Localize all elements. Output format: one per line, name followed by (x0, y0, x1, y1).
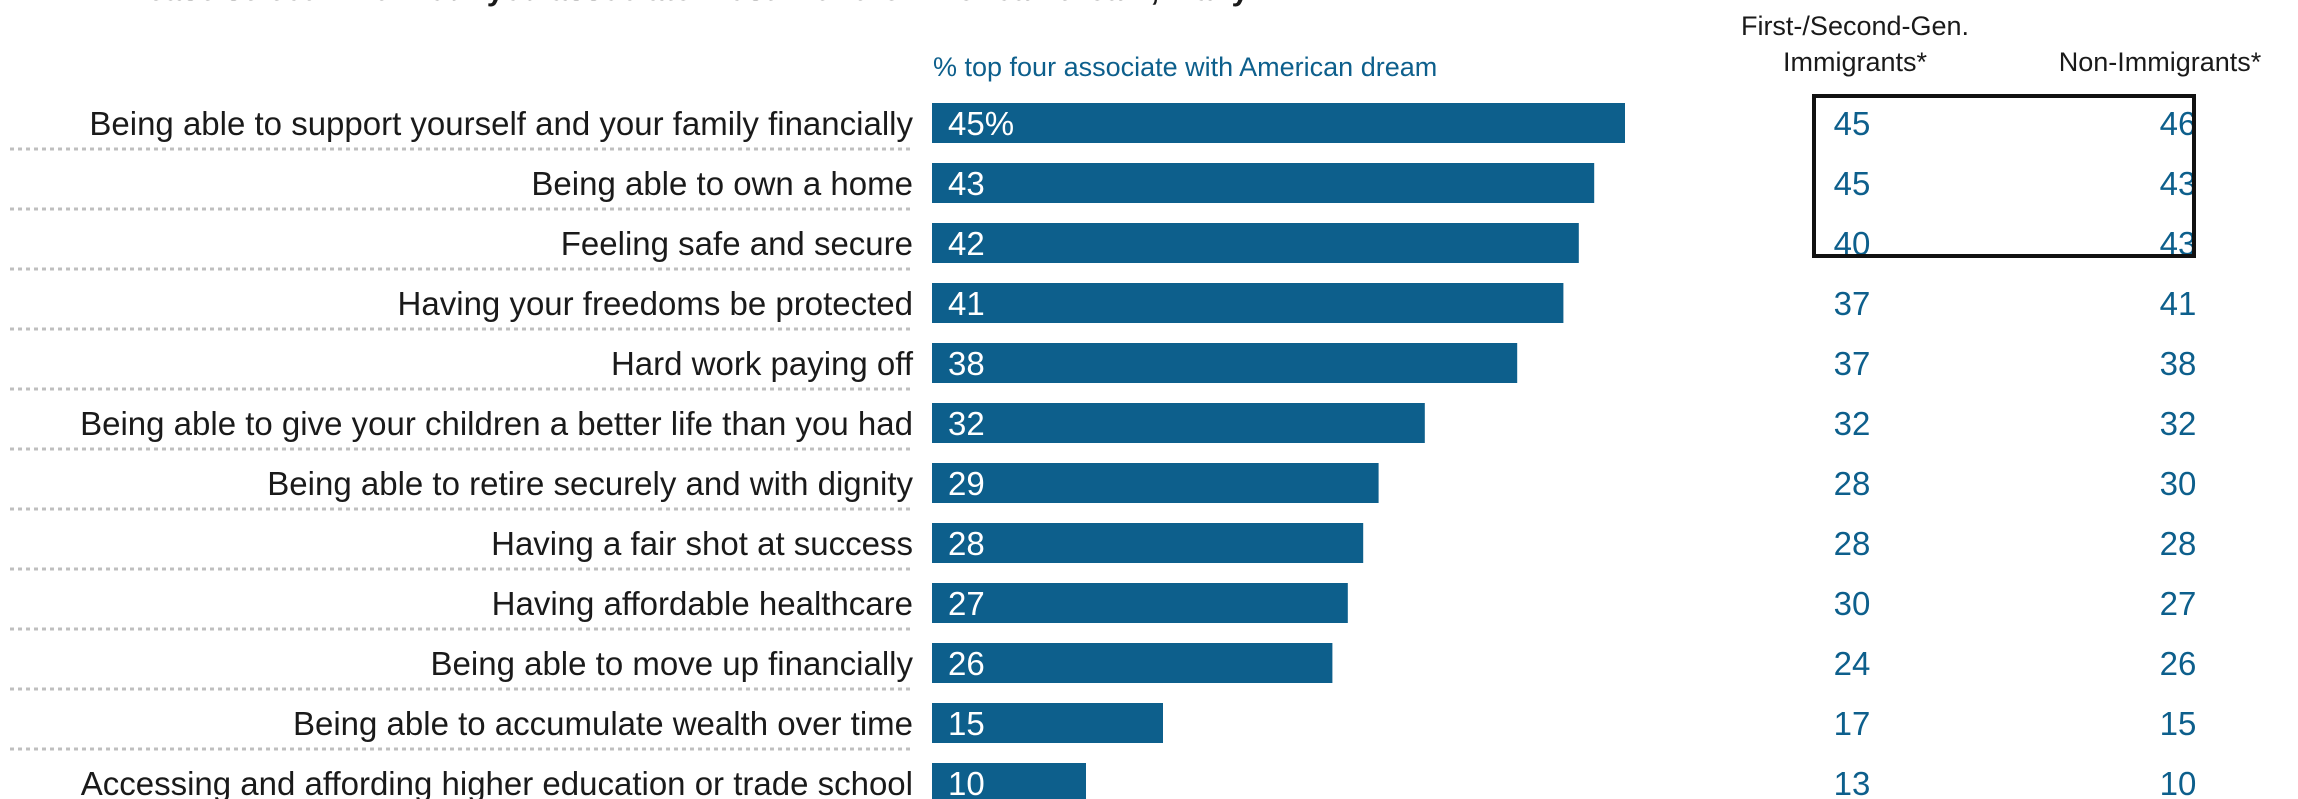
bar-value-label: 32 (948, 405, 985, 442)
non-immigrants-value: 10 (2160, 765, 2197, 799)
bar-value-label: 38 (948, 345, 985, 382)
bar-value-label: 45% (948, 105, 1014, 142)
immigrants-value: 32 (1834, 405, 1871, 442)
row-label: Being able to retire securely and with d… (267, 465, 913, 502)
bar-value-label: 26 (948, 645, 985, 682)
row-label: Accessing and affording higher education… (81, 765, 913, 799)
row-label: Having your freedoms be protected (398, 285, 913, 322)
page-title: Please select which four you associate m… (118, 0, 1518, 12)
bar (932, 703, 1163, 743)
immigrants-value: 45 (1834, 105, 1871, 142)
immigrants-value: 30 (1834, 585, 1871, 622)
row-label: Hard work paying off (611, 345, 914, 382)
bar (932, 403, 1425, 443)
immigrants-value: 37 (1834, 345, 1871, 382)
bar (932, 223, 1579, 263)
bar (932, 343, 1518, 383)
immigrants-value: 17 (1834, 705, 1871, 742)
non-immigrants-value: 38 (2160, 345, 2197, 382)
bar-value-label: 28 (948, 525, 985, 562)
non-immigrants-value: 26 (2160, 645, 2197, 682)
row-label: Being able to give your children a bette… (80, 405, 913, 442)
immigrants-value: 37 (1834, 285, 1871, 322)
immigrants-value: 28 (1834, 465, 1871, 502)
bar-value-label: 27 (948, 585, 985, 622)
row-label: Having a fair shot at success (491, 525, 913, 562)
row-label: Having affordable healthcare (492, 585, 913, 622)
row-label: Feeling safe and secure (561, 225, 913, 262)
non-immigrants-value: 27 (2160, 585, 2197, 622)
row-label: Being able to accumulate wealth over tim… (293, 705, 913, 742)
non-immigrants-value: 32 (2160, 405, 2197, 442)
non-immigrants-column-header: Non-Immigrants* (2058, 47, 2262, 77)
bar (932, 763, 1086, 799)
non-immigrants-value: 46 (2160, 105, 2197, 142)
immigrants-value: 28 (1834, 525, 1871, 562)
non-immigrants-value: 43 (2160, 165, 2197, 202)
bar (932, 163, 1595, 203)
bar (932, 463, 1379, 503)
row-label: Being able to own a home (531, 165, 913, 202)
immigrants-value: 45 (1834, 165, 1871, 202)
bar (932, 523, 1364, 563)
row-label: Being able to support yourself and your … (89, 105, 913, 142)
bar-value-label: 42 (948, 225, 985, 262)
bar (932, 643, 1333, 683)
non-immigrants-value: 41 (2160, 285, 2197, 322)
bar (932, 283, 1564, 323)
bar-value-label: 29 (948, 465, 985, 502)
bar (932, 583, 1348, 623)
non-immigrants-value: 15 (2160, 705, 2197, 742)
bar-value-label: 10 (948, 765, 985, 799)
non-immigrants-value: 30 (2160, 465, 2197, 502)
bar-value-label: 43 (948, 165, 985, 202)
immigrants-column-header-line2: Immigrants* (1782, 47, 1928, 77)
immigrants-value: 24 (1834, 645, 1871, 682)
highlight-box (1812, 94, 2196, 258)
bar (932, 103, 1625, 143)
bar-value-label: 41 (948, 285, 985, 322)
immigrants-column-header-line1: First-/Second-Gen. (1740, 11, 1970, 41)
immigrants-column-header: First-/Second-Gen. Immigrants* (1705, 8, 2005, 80)
bar-column-header: % top four associate with American dream (933, 52, 1438, 82)
row-label: Being able to move up financially (431, 645, 914, 682)
non-immigrants-value: 28 (2160, 525, 2197, 562)
immigrants-value: 13 (1834, 765, 1871, 799)
bar-value-label: 15 (948, 705, 985, 742)
